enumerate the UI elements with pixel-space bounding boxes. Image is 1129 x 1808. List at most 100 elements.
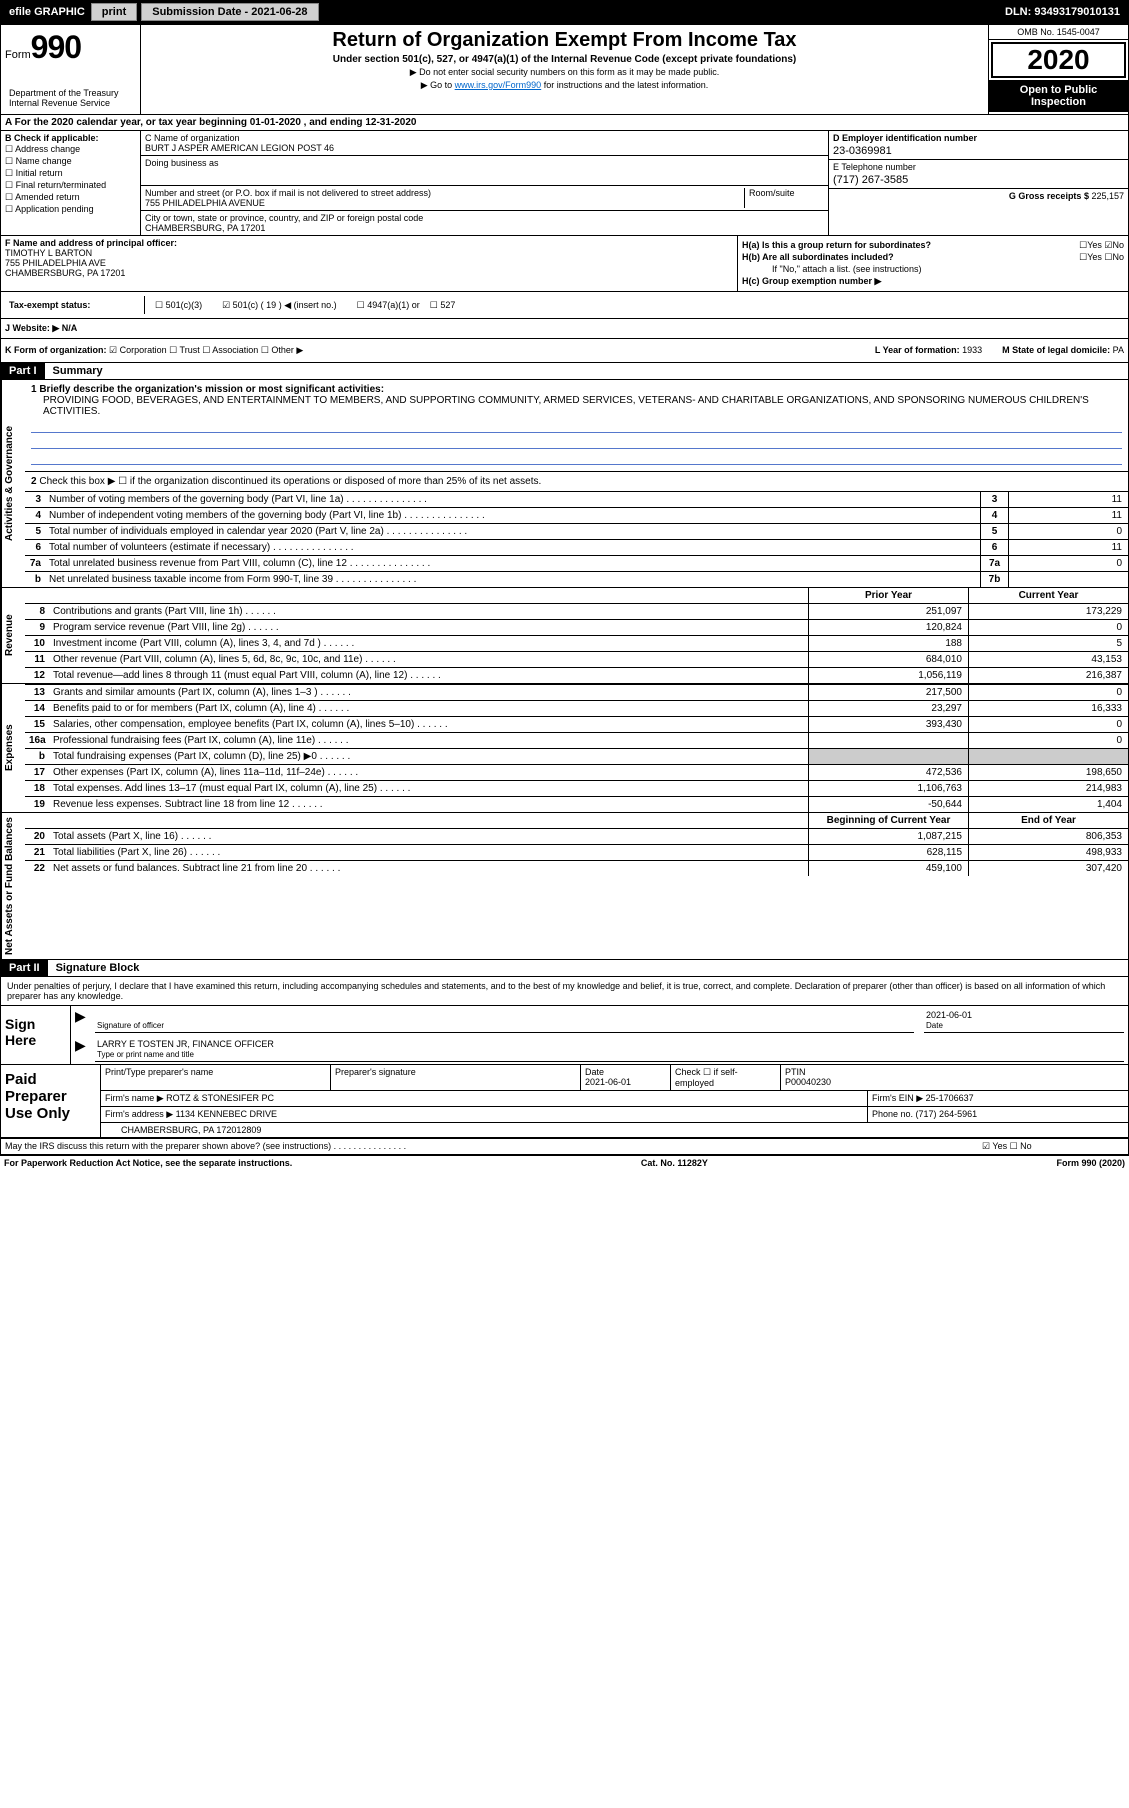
expense-row: 15Salaries, other compensation, employee… — [25, 716, 1128, 732]
sig-name: LARRY E TOSTEN JR, FINANCE OFFICERType o… — [95, 1037, 1124, 1062]
revenue-header: Prior Year Current Year — [25, 588, 1128, 603]
city-label: City or town, state or province, country… — [145, 213, 423, 223]
firm-name: Firm's name ▶ ROTZ & STONESIFER PC — [101, 1091, 868, 1106]
org-city: CHAMBERSBURG, PA 17201 — [145, 223, 265, 233]
dept-label: Department of the Treasury Internal Reve… — [5, 86, 136, 110]
phone-label: E Telephone number — [833, 162, 916, 172]
sign-here-label: Sign Here — [1, 1006, 71, 1064]
expense-row: 13Grants and similar amounts (Part IX, c… — [25, 684, 1128, 700]
revenue-row: 11Other revenue (Part VIII, column (A), … — [25, 651, 1128, 667]
netassets-row: 21Total liabilities (Part X, line 26)628… — [25, 844, 1128, 860]
part1-header: Part I Summary — [1, 363, 1128, 380]
chk-final[interactable]: ☐ Final return/terminated — [5, 180, 136, 191]
irs-link[interactable]: www.irs.gov/Form990 — [455, 80, 542, 90]
form-label: Form — [5, 49, 31, 61]
form-number: 990 — [31, 29, 81, 66]
expenses-section: Expenses 13Grants and similar amounts (P… — [1, 684, 1128, 813]
row-f: F Name and address of principal officer:… — [1, 236, 1128, 292]
dba-label: Doing business as — [145, 158, 219, 168]
sig-officer[interactable]: Signature of officer — [95, 1008, 914, 1033]
org-name: BURT J ASPER AMERICAN LEGION POST 46 — [145, 143, 334, 153]
q2-discontinued: 2 Check this box ▶ ☐ if the organization… — [25, 472, 1128, 492]
form-note2: ▶ Go to www.irs.gov/Form990 for instruct… — [145, 80, 984, 91]
paid-label: Paid Preparer Use Only — [1, 1065, 101, 1137]
tax-year: 2020 — [991, 42, 1126, 78]
expense-row: 17Other expenses (Part IX, column (A), l… — [25, 764, 1128, 780]
gov-row: 5Total number of individuals employed in… — [25, 524, 1128, 540]
chk-initial[interactable]: ☐ Initial return — [5, 168, 136, 179]
netassets-header: Beginning of Current Year End of Year — [25, 813, 1128, 828]
chk-pending[interactable]: ☐ Application pending — [5, 204, 136, 215]
sig-declaration: Under penalties of perjury, I declare th… — [1, 977, 1128, 1006]
row-j-website: J Website: ▶ N/A — [1, 319, 1128, 339]
prep-date: Date2021-06-01 — [581, 1065, 671, 1090]
governance-section: Activities & Governance 1 Briefly descri… — [1, 380, 1128, 588]
gross-label: G Gross receipts $ — [1009, 191, 1092, 201]
form-title: Return of Organization Exempt From Incom… — [145, 29, 984, 52]
gross-value: 225,157 — [1091, 191, 1124, 201]
revenue-row: 10Investment income (Part VIII, column (… — [25, 635, 1128, 651]
expense-row: 14Benefits paid to or for members (Part … — [25, 700, 1128, 716]
row-a-period: A For the 2020 calendar year, or tax yea… — [1, 115, 1128, 131]
room-label: Room/suite — [749, 188, 795, 198]
inspection-label: Open to Public Inspection — [989, 80, 1128, 112]
form-header: Form 990 Department of the Treasury Inte… — [1, 25, 1128, 115]
ein-value: 23-0369981 — [833, 145, 1124, 157]
omb-number: OMB No. 1545-0047 — [989, 25, 1128, 40]
prep-self-emp[interactable]: Check ☐ if self-employed — [671, 1065, 781, 1090]
footer-mid: Cat. No. 11282Y — [641, 1158, 708, 1168]
revenue-row: 12Total revenue—add lines 8 through 11 (… — [25, 667, 1128, 683]
netassets-row: 22Net assets or fund balances. Subtract … — [25, 860, 1128, 876]
header-center: Return of Organization Exempt From Incom… — [141, 25, 988, 114]
expense-row: bTotal fundraising expenses (Part IX, co… — [25, 748, 1128, 764]
footer-right: Form 990 (2020) — [1056, 1158, 1125, 1168]
col-d: D Employer identification number 23-0369… — [828, 131, 1128, 235]
chk-name[interactable]: ☐ Name change — [5, 156, 136, 167]
ein-label: D Employer identification number — [833, 133, 977, 143]
chk-address[interactable]: ☐ Address change — [5, 144, 136, 155]
col-b-header: B Check if applicable: — [5, 133, 99, 143]
col-f-officer: F Name and address of principal officer:… — [1, 236, 738, 291]
q1-mission: 1 Briefly describe the organization's mi… — [25, 380, 1128, 472]
gov-row: 7aTotal unrelated business revenue from … — [25, 556, 1128, 572]
expense-row: 16aProfessional fundraising fees (Part I… — [25, 732, 1128, 748]
form-container: Form 990 Department of the Treasury Inte… — [0, 24, 1129, 1156]
prep-ptin: PTINP00040230 — [781, 1065, 1128, 1090]
part2-header: Part II Signature Block — [1, 960, 1128, 977]
header-left: Form 990 Department of the Treasury Inte… — [1, 25, 141, 114]
phone-value: (717) 267-3585 — [833, 174, 1124, 186]
netassets-row: 20Total assets (Part X, line 16)1,087,21… — [25, 828, 1128, 844]
sign-here-block: Sign Here ▶ Signature of officer 2021-06… — [1, 1006, 1128, 1065]
firm-ein: Firm's EIN ▶ 25-1706637 — [868, 1091, 1128, 1106]
col-h: H(a) Is this a group return for subordin… — [738, 236, 1128, 291]
gov-row: 3Number of voting members of the governi… — [25, 492, 1128, 508]
firm-phone: Phone no. (717) 264-5961 — [868, 1107, 1128, 1122]
efile-label: efile GRAPHIC — [9, 6, 85, 18]
top-bar: efile GRAPHIC print Submission Date - 20… — [0, 0, 1129, 24]
submission-date: Submission Date - 2021-06-28 — [141, 3, 318, 21]
form-subtitle: Under section 501(c), 527, or 4947(a)(1)… — [145, 54, 984, 65]
name-label: C Name of organization — [145, 133, 240, 143]
footer-left: For Paperwork Reduction Act Notice, see … — [4, 1158, 292, 1168]
section-b: B Check if applicable: ☐ Address change … — [1, 131, 1128, 236]
prep-name-label: Print/Type preparer's name — [101, 1065, 331, 1090]
netassets-section: Net Assets or Fund Balances Beginning of… — [1, 813, 1128, 960]
firm-addr: Firm's address ▶ 1134 KENNEBEC DRIVE — [101, 1107, 868, 1122]
prep-sig-label: Preparer's signature — [331, 1065, 581, 1090]
dln: DLN: 93493179010131 — [1005, 6, 1120, 18]
gov-row: bNet unrelated business taxable income f… — [25, 572, 1128, 587]
header-right: OMB No. 1545-0047 2020 Open to Public In… — [988, 25, 1128, 114]
vtab-netassets: Net Assets or Fund Balances — [1, 813, 25, 959]
revenue-section: Revenue Prior Year Current Year 8Contrib… — [1, 588, 1128, 684]
vtab-revenue: Revenue — [1, 588, 25, 683]
chk-amended[interactable]: ☐ Amended return — [5, 192, 136, 203]
print-button[interactable]: print — [91, 3, 137, 21]
row-k-org-form: K Form of organization: ☑ Corporation ☐ … — [1, 339, 1128, 363]
row-i-tax-status: Tax-exempt status: ☐ 501(c)(3) ☑ 501(c) … — [1, 292, 1128, 319]
addr-label: Number and street (or P.O. box if mail i… — [145, 188, 431, 198]
expense-row: 19Revenue less expenses. Subtract line 1… — [25, 796, 1128, 812]
paid-preparer-block: Paid Preparer Use Only Print/Type prepar… — [1, 1065, 1128, 1139]
revenue-row: 8Contributions and grants (Part VIII, li… — [25, 603, 1128, 619]
vtab-governance: Activities & Governance — [1, 380, 25, 587]
vtab-expenses: Expenses — [1, 684, 25, 812]
